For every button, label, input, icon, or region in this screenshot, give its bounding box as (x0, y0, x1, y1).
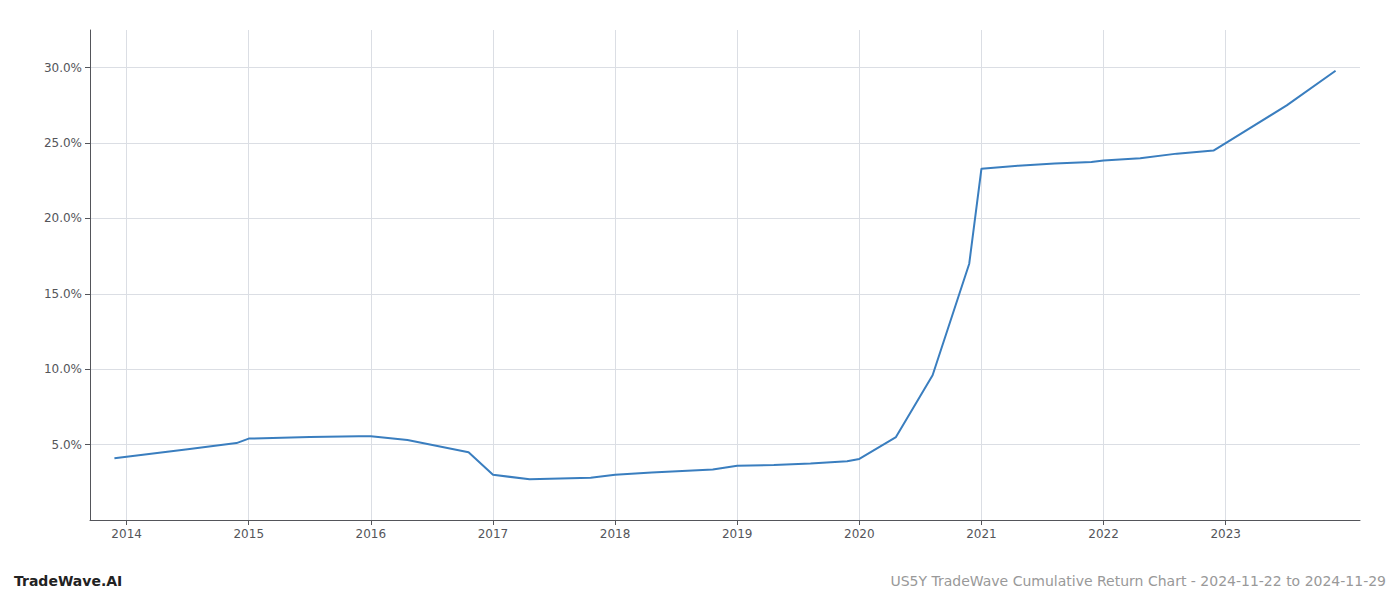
svg-text:10.0%: 10.0% (44, 362, 82, 376)
svg-text:US5Y TradeWave Cumulative Retu: US5Y TradeWave Cumulative Return Chart -… (890, 573, 1386, 589)
svg-text:2022: 2022 (1088, 527, 1119, 541)
svg-text:2023: 2023 (1210, 527, 1241, 541)
svg-text:2014: 2014 (111, 527, 142, 541)
svg-text:2019: 2019 (722, 527, 753, 541)
svg-text:20.0%: 20.0% (44, 211, 82, 225)
svg-text:2018: 2018 (600, 527, 631, 541)
svg-text:30.0%: 30.0% (44, 61, 82, 75)
svg-text:25.0%: 25.0% (44, 136, 82, 150)
svg-text:2017: 2017 (478, 527, 509, 541)
svg-text:2020: 2020 (844, 527, 875, 541)
svg-text:2021: 2021 (966, 527, 997, 541)
svg-text:2016: 2016 (356, 527, 387, 541)
svg-text:TradeWave.AI: TradeWave.AI (14, 573, 122, 589)
svg-text:2015: 2015 (233, 527, 264, 541)
svg-text:5.0%: 5.0% (52, 438, 83, 452)
svg-text:15.0%: 15.0% (44, 287, 82, 301)
